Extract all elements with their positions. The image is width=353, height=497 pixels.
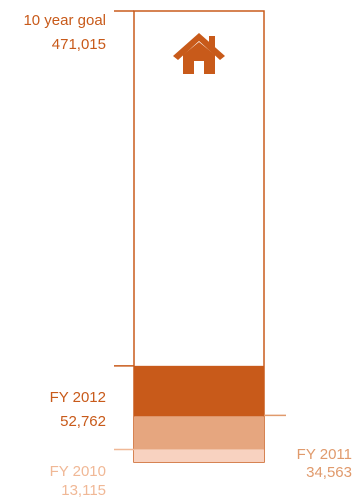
goal-label: 10 year goal [23, 12, 106, 29]
house-roof [173, 33, 225, 60]
fy2010-value: 13,115 [61, 482, 106, 497]
bar-segment-fy2010 [134, 449, 264, 462]
house-icon [173, 33, 225, 74]
fy2011-value: 34,563 [306, 464, 352, 481]
fy2010-label: FY 2010 [50, 463, 106, 480]
bar-segment-fy2012 [134, 365, 264, 417]
house-chimney [209, 36, 215, 48]
fy2012-value: 52,762 [60, 413, 106, 430]
fy2012-label: FY 2012 [50, 389, 106, 406]
goal-value: 471,015 [52, 36, 106, 53]
fy2011-label: FY 2011 [297, 446, 352, 463]
bar-segment-fy2011 [134, 416, 264, 450]
house-body [183, 42, 215, 74]
